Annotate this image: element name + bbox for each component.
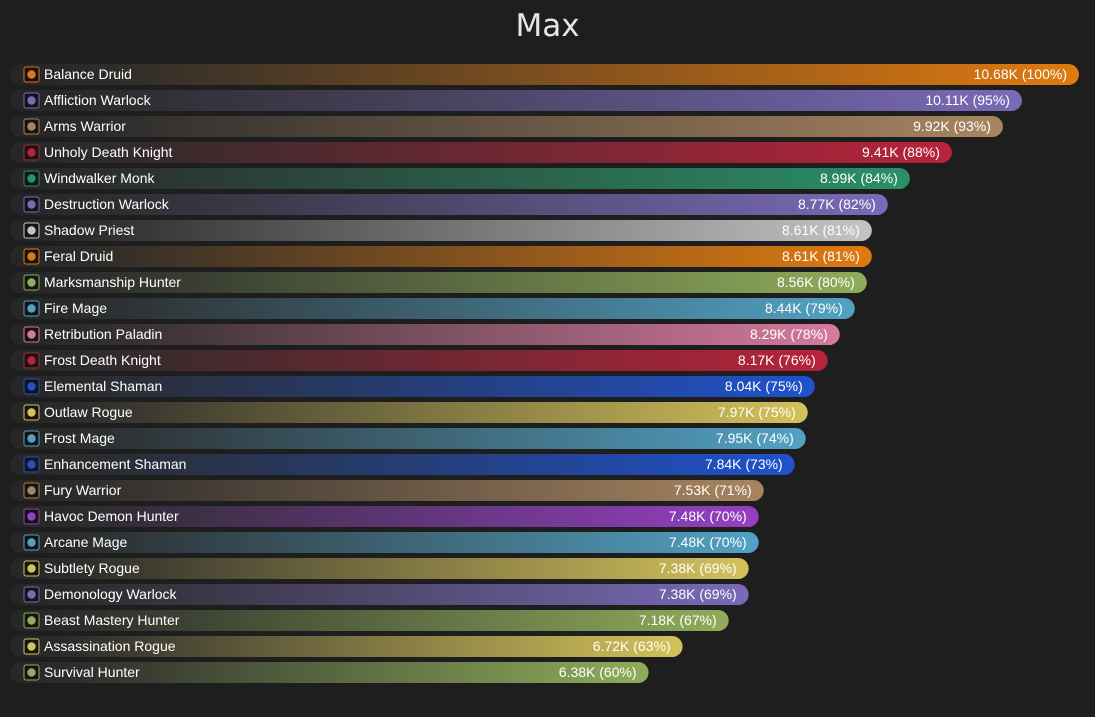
value-assassination-rogue: 6.72K (63%)	[593, 638, 671, 654]
value-marksmanship-hunter: 8.56K (80%)	[777, 274, 855, 290]
fire-mage-icon	[23, 300, 40, 317]
label-havoc-demon-hunter: Havoc Demon Hunter	[44, 508, 179, 524]
value-arms-warrior: 9.92K (93%)	[913, 118, 991, 134]
value-demonology-warlock: 7.38K (69%)	[659, 586, 737, 602]
label-frost-mage: Frost Mage	[44, 430, 115, 446]
value-windwalker-monk: 8.99K (84%)	[820, 170, 898, 186]
label-arcane-mage: Arcane Mage	[44, 534, 127, 550]
bar-havoc-demon-hunter	[10, 506, 759, 527]
feral-druid-icon	[23, 248, 40, 265]
value-survival-hunter: 6.38K (60%)	[559, 664, 637, 680]
frost-death-knight-icon	[23, 352, 40, 369]
marksmanship-hunter-icon	[23, 274, 40, 291]
label-survival-hunter: Survival Hunter	[44, 664, 140, 680]
label-frost-death-knight: Frost Death Knight	[44, 352, 161, 368]
frost-mage-icon	[23, 430, 40, 447]
label-arms-warrior: Arms Warrior	[44, 118, 126, 134]
affliction-warlock-icon	[23, 92, 40, 109]
bar-affliction-warlock	[10, 90, 1022, 111]
bar-outlaw-rogue	[10, 402, 808, 423]
value-elemental-shaman: 8.04K (75%)	[725, 378, 803, 394]
shadow-priest-icon	[23, 222, 40, 239]
bar-fury-warrior	[10, 480, 764, 501]
value-enhancement-shaman: 7.84K (73%)	[705, 456, 783, 472]
windwalker-monk-icon	[23, 170, 40, 187]
value-outlaw-rogue: 7.97K (75%)	[718, 404, 796, 420]
label-fire-mage: Fire Mage	[44, 300, 107, 316]
bar-arcane-mage	[10, 532, 759, 553]
value-fire-mage: 8.44K (79%)	[765, 300, 843, 316]
value-unholy-death-knight: 9.41K (88%)	[862, 144, 940, 160]
subtlety-rogue-icon	[23, 560, 40, 577]
bar-frost-death-knight	[10, 350, 828, 371]
label-marksmanship-hunter: Marksmanship Hunter	[44, 274, 181, 290]
value-frost-death-knight: 8.17K (76%)	[738, 352, 816, 368]
label-demonology-warlock: Demonology Warlock	[44, 586, 178, 602]
bar-destruction-warlock	[10, 194, 888, 215]
bar-balance-druid	[10, 64, 1079, 85]
outlaw-rogue-icon	[23, 404, 40, 421]
value-shadow-priest: 8.61K (81%)	[782, 222, 860, 238]
assassination-rogue-icon	[23, 638, 40, 655]
label-destruction-warlock: Destruction Warlock	[44, 196, 170, 212]
survival-hunter-icon	[23, 664, 40, 681]
label-feral-druid: Feral Druid	[44, 248, 113, 264]
arcane-mage-icon	[23, 534, 40, 551]
retribution-paladin-icon	[23, 326, 40, 343]
bar-frost-mage	[10, 428, 806, 449]
value-destruction-warlock: 8.77K (82%)	[798, 196, 876, 212]
bar-assassination-rogue	[10, 636, 683, 657]
arms-warrior-icon	[23, 118, 40, 135]
label-shadow-priest: Shadow Priest	[44, 222, 134, 238]
demonology-warlock-icon	[23, 586, 40, 603]
bar-windwalker-monk	[10, 168, 910, 189]
fury-warrior-icon	[23, 482, 40, 499]
bar-fire-mage	[10, 298, 855, 319]
value-retribution-paladin: 8.29K (78%)	[750, 326, 828, 342]
label-assassination-rogue: Assassination Rogue	[44, 638, 176, 654]
value-feral-druid: 8.61K (81%)	[782, 248, 860, 264]
value-fury-warrior: 7.53K (71%)	[674, 482, 752, 498]
bar-arms-warrior	[10, 116, 1003, 137]
destruction-warlock-icon	[23, 196, 40, 213]
bar-retribution-paladin	[10, 324, 840, 345]
bar-marksmanship-hunter	[10, 272, 867, 293]
bar-demonology-warlock	[10, 584, 749, 605]
elemental-shaman-icon	[23, 378, 40, 395]
balance-druid-icon	[23, 66, 40, 83]
value-affliction-warlock: 10.11K (95%)	[925, 92, 1010, 108]
bar-feral-druid	[10, 246, 872, 267]
bar-subtlety-rogue	[10, 558, 749, 579]
label-balance-druid: Balance Druid	[44, 66, 132, 82]
label-subtlety-rogue: Subtlety Rogue	[44, 560, 140, 576]
value-arcane-mage: 7.48K (70%)	[669, 534, 747, 550]
unholy-death-knight-icon	[23, 144, 40, 161]
value-subtlety-rogue: 7.38K (69%)	[659, 560, 737, 576]
label-affliction-warlock: Affliction Warlock	[44, 92, 152, 108]
beast-mastery-hunter-icon	[23, 612, 40, 629]
value-frost-mage: 7.95K (74%)	[716, 430, 794, 446]
bar-survival-hunter	[10, 662, 649, 683]
value-balance-druid: 10.68K (100%)	[974, 66, 1067, 82]
chart-title: Max	[515, 8, 580, 44]
label-unholy-death-knight: Unholy Death Knight	[44, 144, 173, 160]
label-elemental-shaman: Elemental Shaman	[44, 378, 162, 394]
bar-enhancement-shaman	[10, 454, 795, 475]
value-havoc-demon-hunter: 7.48K (70%)	[669, 508, 747, 524]
label-windwalker-monk: Windwalker Monk	[44, 170, 155, 186]
enhancement-shaman-icon	[23, 456, 40, 473]
havoc-demon-hunter-icon	[23, 508, 40, 525]
bar-unholy-death-knight	[10, 142, 952, 163]
bar-beast-mastery-hunter	[10, 610, 729, 631]
bar-elemental-shaman	[10, 376, 815, 397]
label-enhancement-shaman: Enhancement Shaman	[44, 456, 186, 472]
label-fury-warrior: Fury Warrior	[44, 482, 122, 498]
label-outlaw-rogue: Outlaw Rogue	[44, 404, 133, 420]
value-beast-mastery-hunter: 7.18K (67%)	[639, 612, 717, 628]
label-beast-mastery-hunter: Beast Mastery Hunter	[44, 612, 180, 628]
bar-shadow-priest	[10, 220, 872, 241]
label-retribution-paladin: Retribution Paladin	[44, 326, 162, 342]
